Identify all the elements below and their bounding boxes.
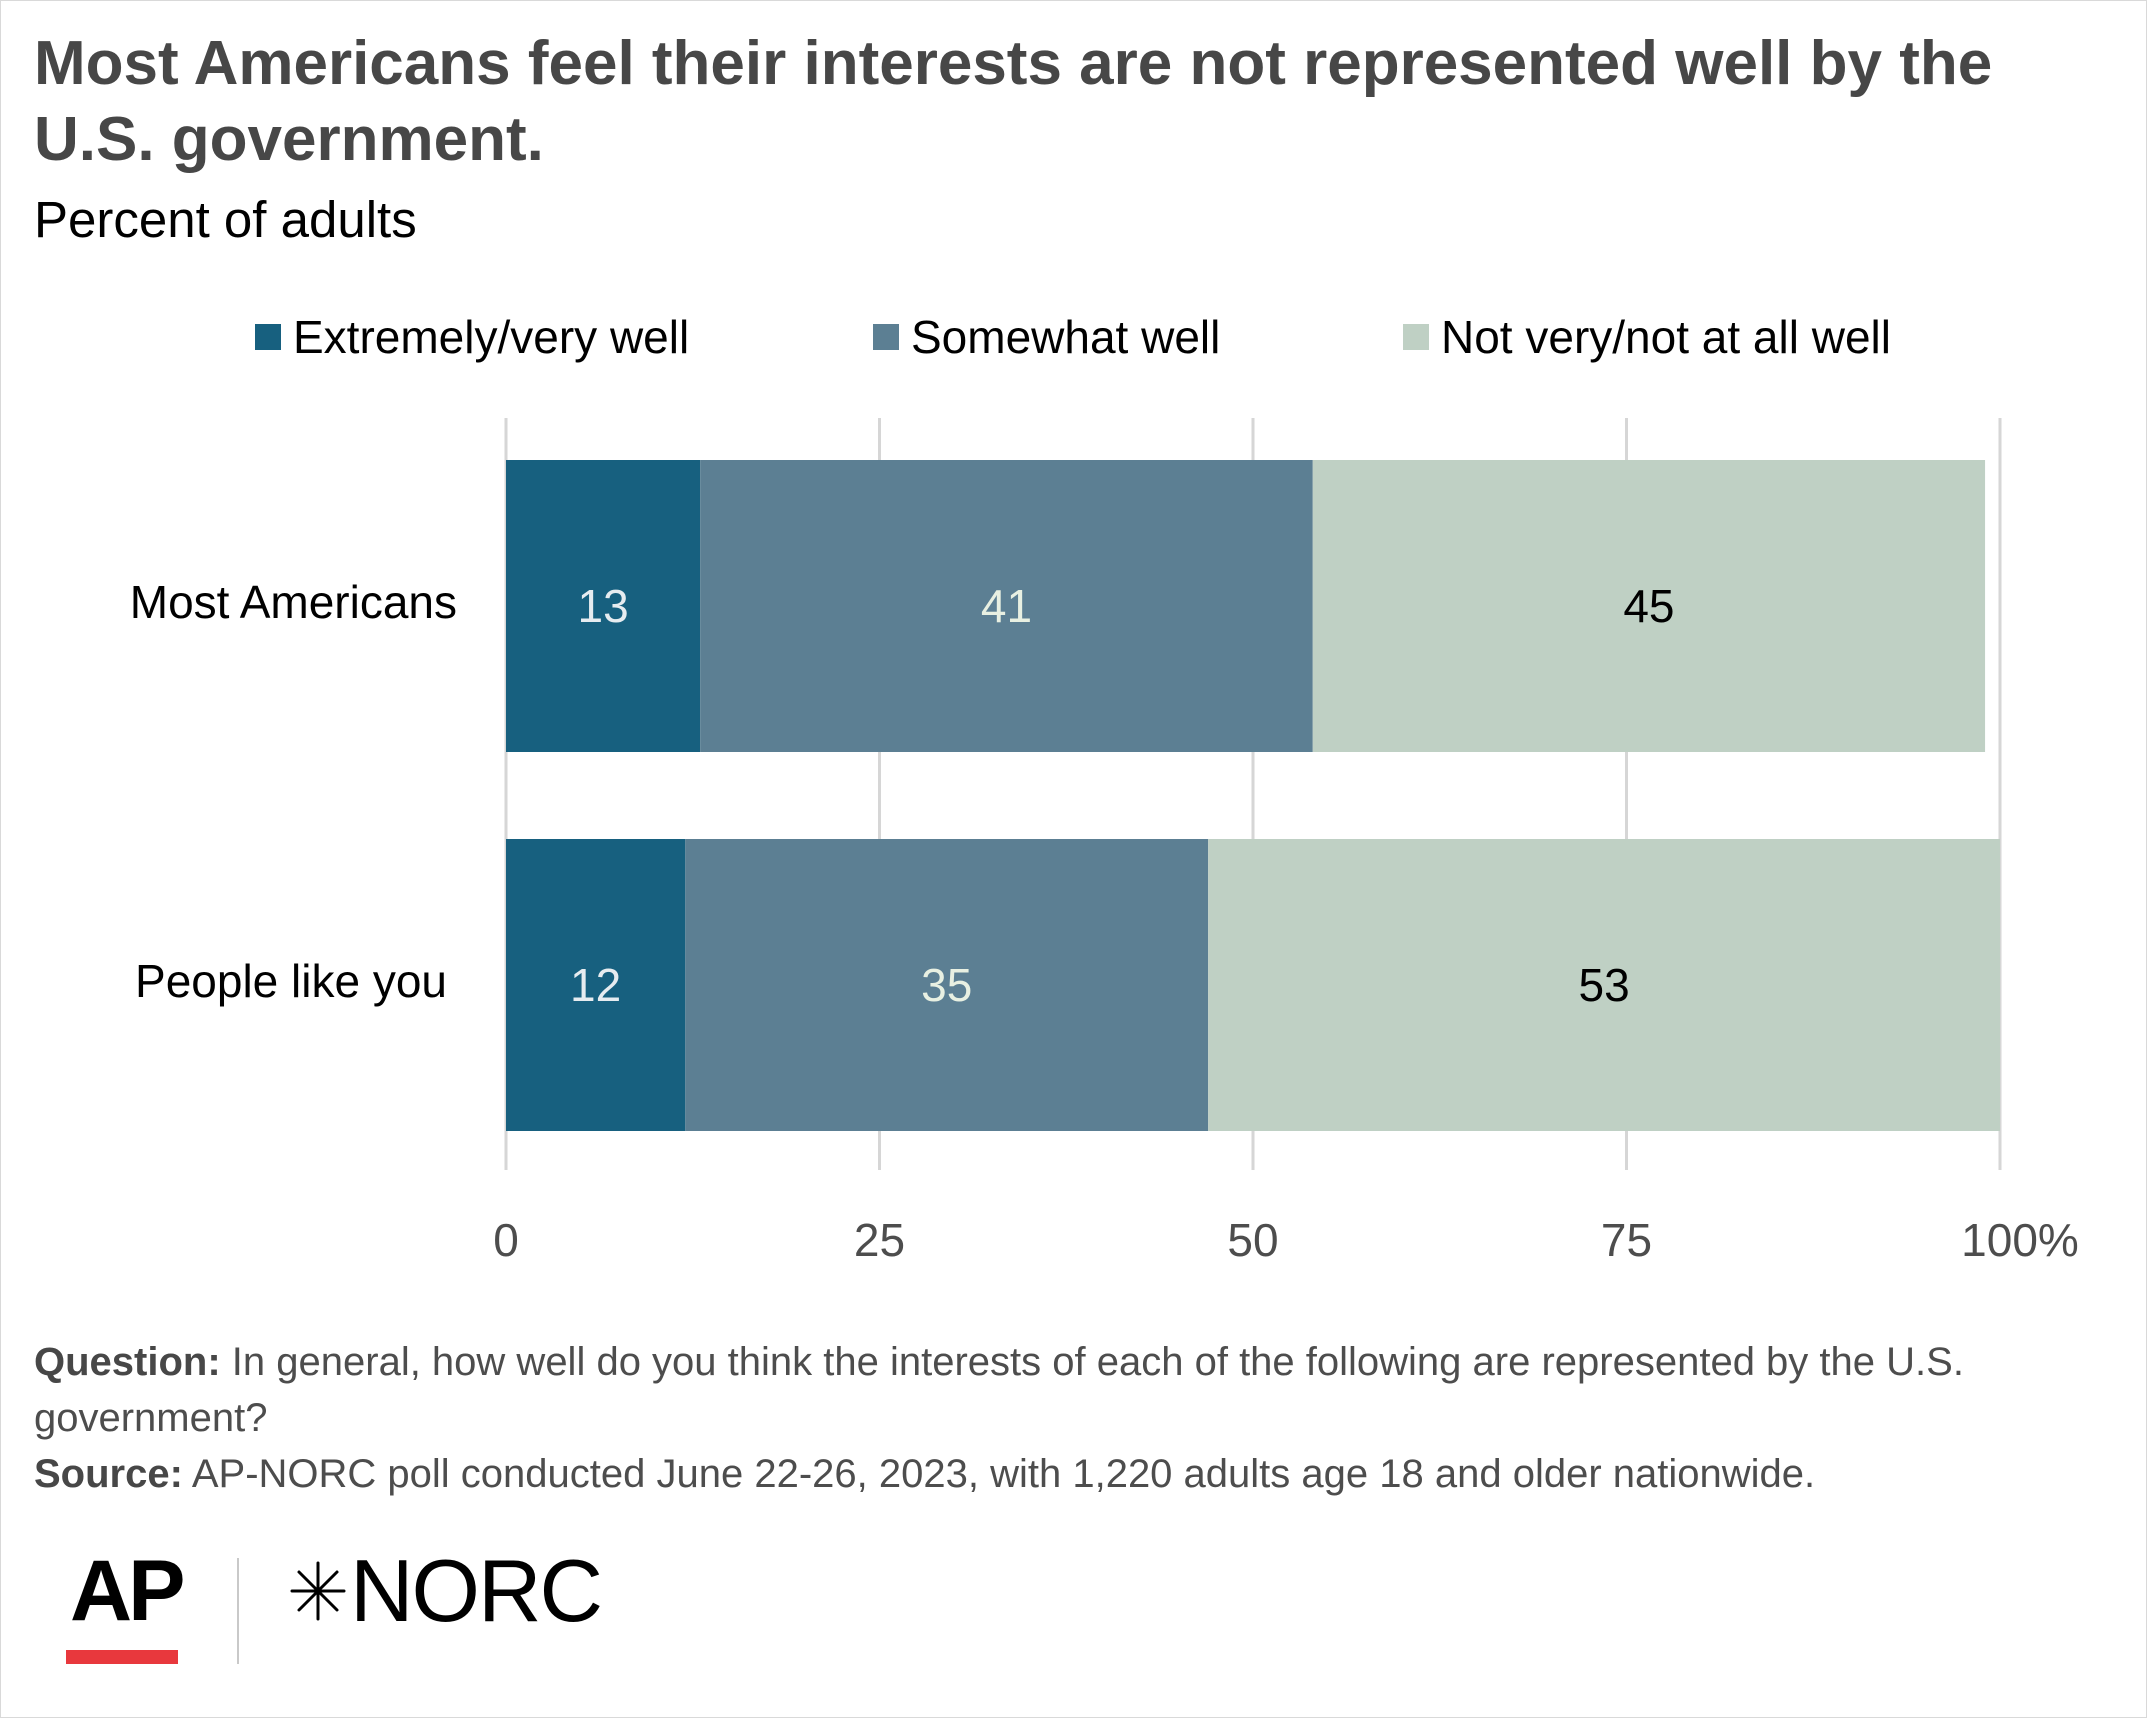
source-text: AP-NORC poll conducted June 22-26, 2023,…: [191, 1452, 1816, 1496]
bar-segment: [506, 460, 701, 752]
source-label: Source:: [34, 1452, 183, 1496]
data-label: 45: [1623, 580, 1674, 632]
legend: Extremely/very well Somewhat well Not ve…: [0, 300, 2147, 370]
legend-item-not-very-well: Not very/not at all well: [1403, 310, 1891, 364]
data-label: 35: [921, 959, 972, 1011]
legend-label: Extremely/very well: [293, 311, 690, 363]
bar-segment: [700, 460, 1313, 752]
legend-label: Not very/not at all well: [1441, 311, 1891, 363]
chart-title: Most Americans feel their interests are …: [34, 29, 1993, 174]
norc-star-icon: [290, 1561, 346, 1621]
bar-segment: [1312, 460, 1986, 752]
source-note: Source: AP-NORC poll conducted June 22-2…: [34, 1446, 2094, 1502]
legend-item-somewhat-well: Somewhat well: [873, 310, 1220, 364]
data-label: 13: [578, 580, 629, 632]
legend-swatch: [255, 324, 281, 350]
row-label-people-like-you: People like you: [135, 955, 447, 1007]
logo-divider: [237, 1558, 239, 1664]
chart-subtitle: Percent of adults: [34, 191, 417, 248]
legend-swatch: [1403, 324, 1429, 350]
norc-logo-text: NORC: [350, 1541, 603, 1640]
data-label: 12: [570, 959, 621, 1011]
x-tick-label: 75: [1601, 1214, 1652, 1266]
ap-logo-underline: [66, 1650, 178, 1664]
x-axis: 0 25 50 75 100%: [493, 1214, 2079, 1266]
x-tick-label: 50: [1227, 1214, 1278, 1266]
row-label-most-americans: Most Americans: [129, 576, 457, 628]
x-tick-label: 0: [493, 1214, 519, 1266]
data-label: 41: [981, 580, 1032, 632]
norc-logo: NORC: [290, 1541, 603, 1640]
bar-segment: [685, 839, 1209, 1131]
bar-layer: 13 41 45 12 35 53: [506, 460, 2000, 1131]
bar-segment: [506, 839, 686, 1131]
ap-logo: AP: [70, 1543, 185, 1639]
question-label: Question:: [34, 1340, 221, 1384]
bar-segment: [1208, 839, 2000, 1131]
legend-swatch: [873, 324, 899, 350]
legend-item-extremely-very-well: Extremely/very well: [255, 310, 689, 364]
question-text: In general, how well do you think the in…: [34, 1340, 1964, 1440]
x-tick-label: 100%: [1961, 1214, 2079, 1266]
data-label: 53: [1579, 959, 1630, 1011]
x-tick-label: 25: [854, 1214, 905, 1266]
legend-label: Somewhat well: [911, 311, 1221, 363]
question-note: Question: In general, how well do you th…: [34, 1334, 2094, 1446]
